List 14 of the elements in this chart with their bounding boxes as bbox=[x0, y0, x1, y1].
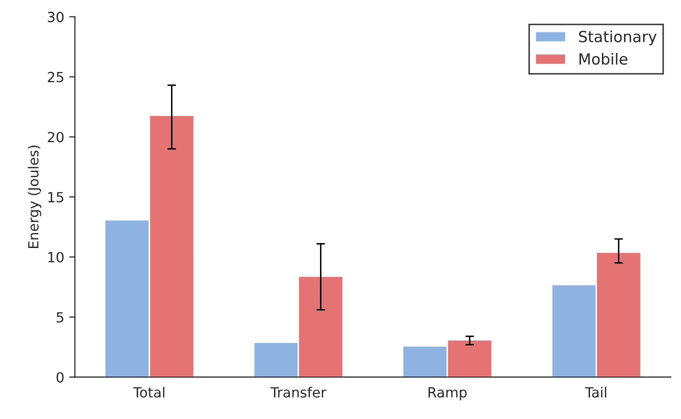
y-tick-label: 30 bbox=[48, 12, 64, 22]
y-tick-label: 25 bbox=[48, 72, 64, 82]
x-tick-label: Ramp bbox=[428, 387, 467, 400]
legend-label: Stationary bbox=[579, 30, 657, 46]
x-tick-label: Transfer bbox=[270, 386, 326, 398]
y-tick-label: 20 bbox=[48, 132, 64, 142]
y-axis-title: Energy (Joules) bbox=[28, 146, 42, 248]
legend-label: Mobile bbox=[580, 52, 628, 65]
x-tick-label: Tail bbox=[585, 386, 606, 398]
y-tick-label: 0 bbox=[56, 372, 64, 383]
x-tick-label: Total bbox=[133, 386, 164, 398]
y-tick-label: 5 bbox=[56, 312, 64, 323]
y-tick-label: 10 bbox=[48, 252, 64, 262]
y-tick-label: 15 bbox=[48, 192, 64, 202]
